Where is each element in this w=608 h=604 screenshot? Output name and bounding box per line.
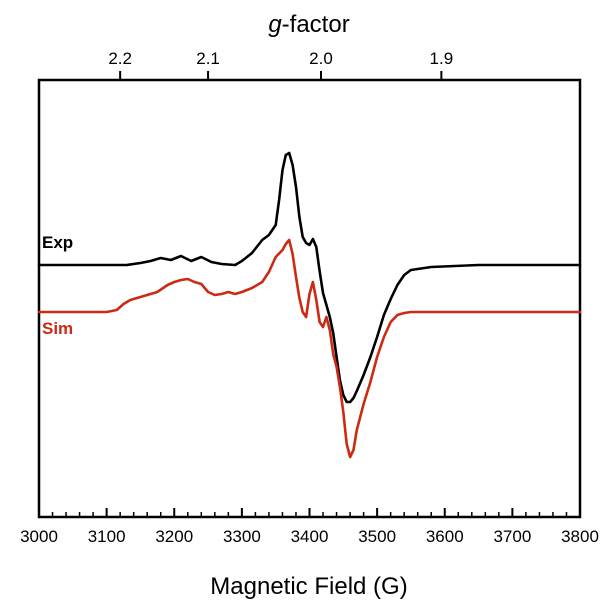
series-label-exp: Exp [42,233,73,252]
top-axis-ticks: 2.2 2.1 2.0 1.9 [108,49,453,80]
x-tick-label: 3100 [88,527,126,546]
top-axis-title: g-factor [268,11,349,38]
bottom-axis-ticks: 3000 3100 3200 3300 3400 3500 3600 3700 3800 [20,508,599,546]
series-layer [37,151,582,459]
x-tick-label: 3400 [291,527,329,546]
x-axis-title: Magnetic Field (G) [210,573,407,600]
g-tick-label: 2.2 [108,49,132,68]
g-tick-label: 1.9 [430,49,454,68]
x-tick-label: 3200 [155,527,193,546]
series-label-sim: Sim [42,319,73,338]
x-tick-label: 3500 [358,527,396,546]
top-axis-title-g: g [268,11,282,38]
series-line-sim [37,238,582,459]
x-tick-label: 3000 [20,527,58,546]
x-tick-label: 3300 [223,527,261,546]
g-tick-label: 2.1 [196,49,220,68]
x-tick-label: 3600 [426,527,464,546]
x-tick-label: 3700 [493,527,531,546]
g-tick-label: 2.0 [309,49,333,68]
x-tick-label: 3800 [561,527,599,546]
series-line-exp [37,151,582,404]
top-axis-title-rest: -factor [282,11,350,38]
